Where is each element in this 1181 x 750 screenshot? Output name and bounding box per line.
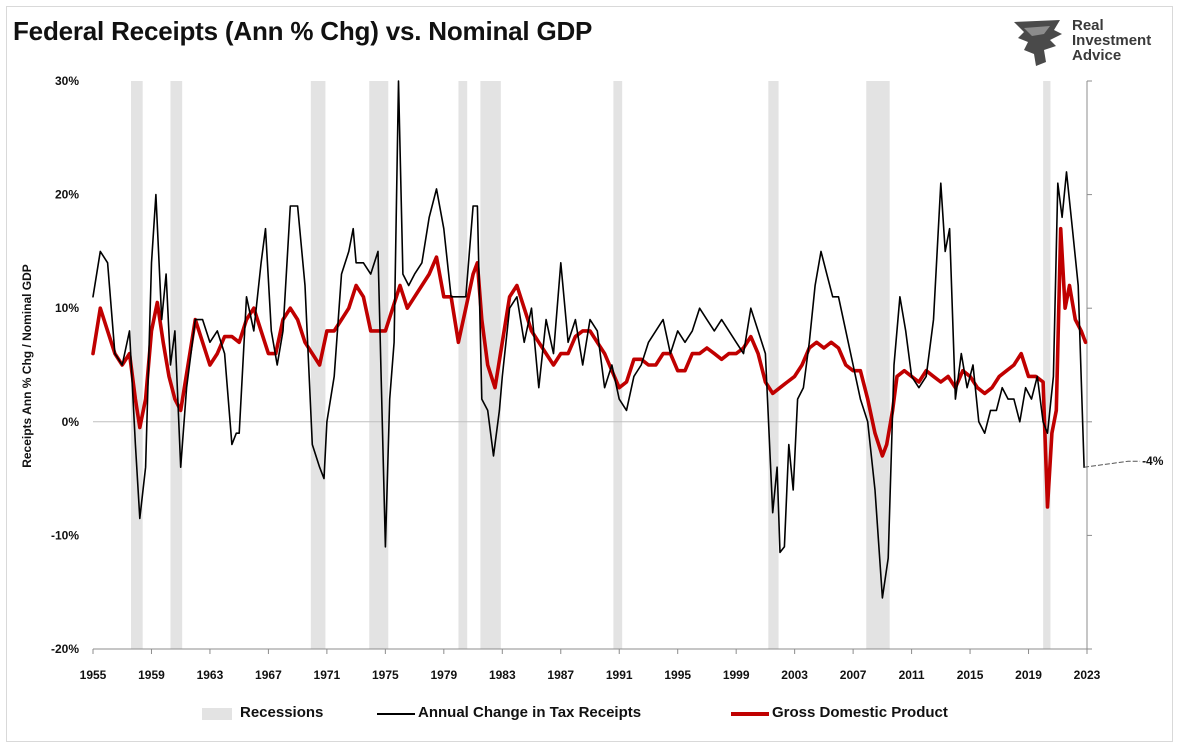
- y-tick-label-3: 0%: [62, 415, 80, 429]
- y-tick-label-5: -20%: [51, 642, 79, 656]
- x-tick-label-6: 1979: [430, 668, 457, 682]
- legend-swatch-gdp: [731, 712, 769, 716]
- x-tick-label-4: 1971: [314, 668, 341, 682]
- x-tick-label-17: 2023: [1074, 668, 1101, 682]
- legend: Recessions Annual Change in Tax Receipts…: [0, 700, 1181, 726]
- y-axis-label: Receipts Ann % Chg / Nominal GDP: [20, 264, 34, 468]
- recession-band-7: [768, 81, 779, 649]
- x-tick-label-1: 1959: [138, 668, 165, 682]
- y-tick-label-0: 30%: [55, 74, 79, 88]
- legend-label-recessions: Recessions: [240, 704, 324, 721]
- recession-band-0: [131, 81, 143, 649]
- x-tick-label-8: 1987: [547, 668, 574, 682]
- recession-band-3: [369, 81, 389, 649]
- eagle-head-icon: [1014, 20, 1062, 66]
- brand-logo: Real Investment Advice: [1010, 16, 1170, 70]
- x-tick-label-3: 1967: [255, 668, 282, 682]
- legend-swatch-tax-receipts: [377, 713, 415, 715]
- x-tick-label-9: 1991: [606, 668, 633, 682]
- x-tick-label-2: 1963: [197, 668, 224, 682]
- legend-label-gdp: Gross Domestic Product: [772, 704, 948, 721]
- recession-band-5: [480, 81, 501, 649]
- series-line-tax-receipts: [92, 80, 1085, 599]
- recession-band-8: [866, 81, 890, 649]
- brand-line-1: Real: [1072, 17, 1104, 34]
- series-line-gdp: [91, 226, 1088, 509]
- x-tick-label-13: 2007: [840, 668, 867, 682]
- end-value-label: -4%: [1142, 454, 1164, 468]
- x-tick-label-11: 1999: [723, 668, 750, 682]
- recession-band-9: [1043, 81, 1051, 649]
- x-tick-label-5: 1975: [372, 668, 399, 682]
- brand-text: Real Investment Advice: [1072, 18, 1151, 63]
- legend-label-tax-receipts: Annual Change in Tax Receipts: [418, 704, 642, 721]
- tick-labels: 30% 20% 10% 0% -10% -20%1955 1959 1963 1967 1971 1…: [51, 74, 1164, 682]
- recession-band-6: [613, 81, 623, 649]
- axes: [92, 80, 1092, 654]
- x-tick-label-7: 1983: [489, 668, 516, 682]
- y-tick-label-2: 10%: [55, 301, 79, 315]
- x-tick-label-15: 2015: [957, 668, 984, 682]
- chart-title: Federal Receipts (Ann % Chg) vs. Nominal…: [13, 16, 593, 46]
- y-tick-label-4: -10%: [51, 528, 79, 542]
- x-tick-label-14: 2011: [899, 668, 925, 682]
- x-tick-label-16: 2019: [1015, 668, 1042, 682]
- y-tick-label-1: 20%: [55, 188, 79, 202]
- x-tick-label-12: 2003: [781, 668, 808, 682]
- end-label-leader: [1084, 460, 1141, 468]
- recession-bands: [131, 81, 1051, 649]
- chart-frame: [6, 6, 1173, 742]
- x-tick-label-0: 1955: [80, 668, 107, 682]
- series-lines: [91, 80, 1088, 599]
- recession-band-4: [458, 81, 468, 649]
- brand-line-3: Advice: [1072, 47, 1122, 64]
- brand-line-2: Investment: [1072, 32, 1152, 49]
- legend-swatch-recessions: [202, 708, 232, 720]
- plot-area: 30% 20% 10% 0% -10% -20%1955 1959 1963 1967 1971 1…: [51, 74, 1164, 682]
- x-tick-label-10: 1995: [664, 668, 691, 682]
